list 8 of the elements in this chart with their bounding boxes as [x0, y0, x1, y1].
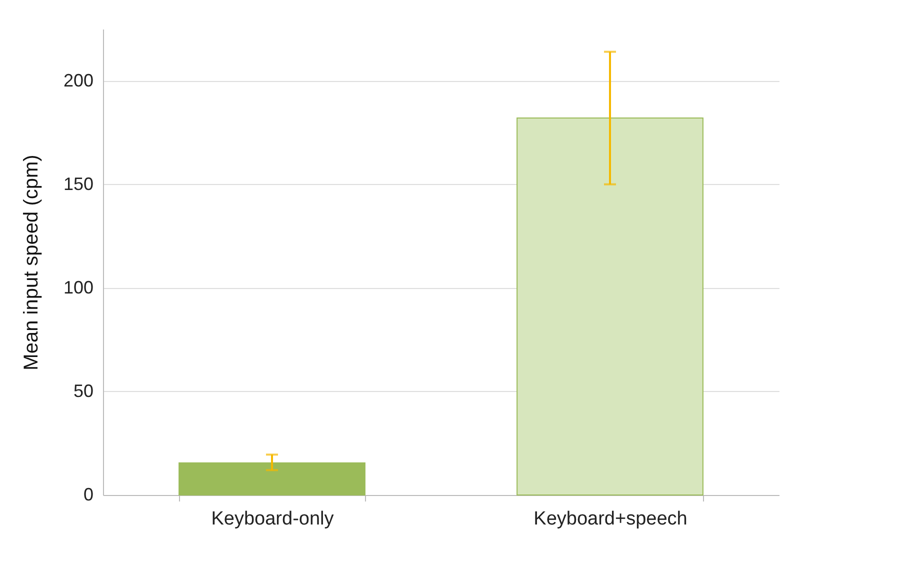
x-tick-label: Keyboard+speech	[534, 508, 688, 530]
y-tick-label: 150	[63, 174, 94, 194]
y-tick-label: 0	[83, 484, 94, 504]
y-tick-label: 200	[63, 70, 94, 90]
y-tick-label: 100	[63, 277, 94, 298]
y-tick-label: 50	[73, 380, 94, 401]
y-axis-title: Mean input speed (cpm)	[20, 154, 42, 370]
x-tick-label: Keyboard-only	[211, 508, 334, 530]
